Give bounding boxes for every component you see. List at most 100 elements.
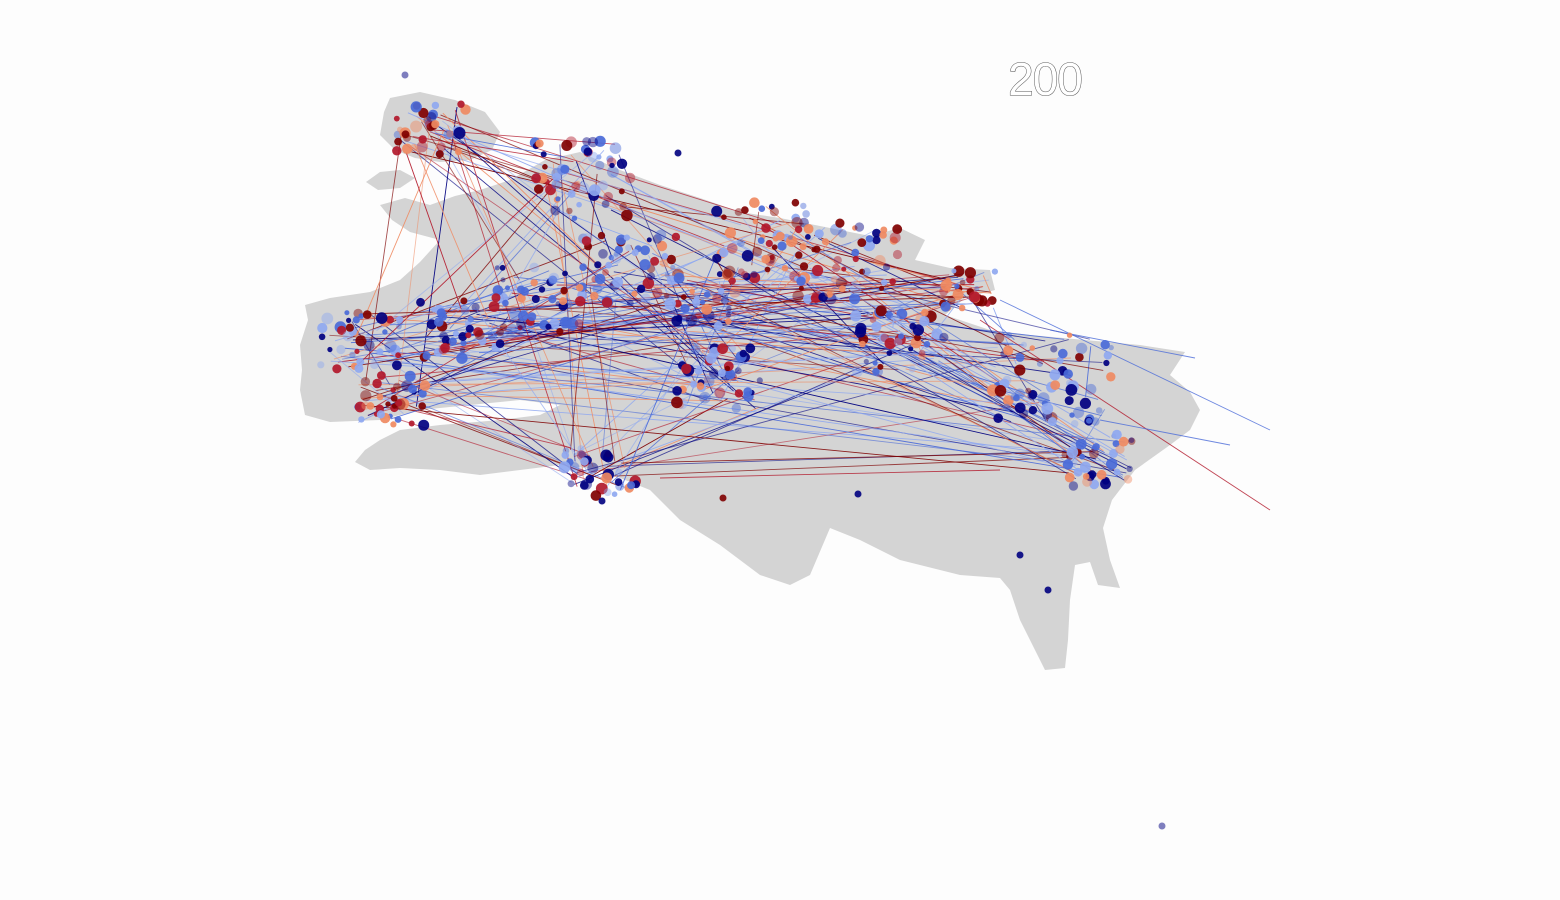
route-line [434, 305, 881, 353]
route-line [756, 241, 852, 274]
site-point [402, 143, 413, 154]
site-point [605, 261, 613, 269]
route-line [329, 334, 899, 371]
site-point [1126, 465, 1133, 472]
site-point [579, 481, 589, 490]
site-point [741, 206, 749, 214]
route-line [916, 299, 961, 357]
site-point [791, 217, 803, 229]
site-point [672, 386, 682, 396]
site-point [336, 344, 346, 355]
route-line [416, 115, 739, 383]
site-point [716, 271, 723, 278]
site-point [702, 394, 709, 400]
site-point [812, 264, 824, 277]
site-point [757, 237, 765, 245]
site-point [455, 148, 462, 156]
site-point [548, 275, 558, 285]
route-line [999, 299, 1271, 431]
site-point [764, 266, 771, 273]
site-point [859, 340, 866, 348]
site-point [1064, 396, 1074, 406]
site-point [694, 366, 703, 375]
site-point [392, 146, 402, 156]
site-point [499, 264, 506, 271]
site-point [652, 234, 662, 244]
site-point [1128, 437, 1136, 445]
site-point [535, 139, 544, 148]
site-point [561, 451, 570, 459]
site-point [851, 248, 860, 257]
site-point [666, 254, 676, 265]
route-line [401, 351, 939, 385]
site-point [775, 231, 785, 241]
site-point [588, 184, 601, 197]
route-line [468, 246, 643, 343]
site-point [576, 284, 584, 292]
site-point [394, 416, 402, 423]
site-point [567, 480, 575, 488]
site-point [863, 358, 869, 365]
site-point [615, 234, 627, 245]
site-point [724, 365, 731, 372]
route-line [979, 319, 1271, 511]
site-point [680, 294, 687, 300]
route-line [576, 339, 1069, 474]
site-point [1066, 446, 1079, 459]
route-line [414, 144, 489, 319]
route-line [357, 129, 445, 333]
site-point [714, 387, 726, 399]
route-line [809, 267, 1125, 457]
site-point [396, 316, 404, 324]
site-point [1029, 345, 1036, 351]
site-point [560, 286, 568, 295]
site-point [358, 416, 365, 423]
site-point [500, 277, 506, 283]
site-point [1064, 472, 1075, 483]
site-point [612, 276, 624, 288]
site-point [384, 340, 397, 353]
site-point [849, 293, 861, 305]
site-point [1058, 348, 1068, 359]
route-line [340, 355, 1125, 443]
site-point [530, 279, 538, 287]
site-point [457, 100, 465, 108]
site-point [1068, 481, 1079, 491]
site-point [502, 299, 509, 307]
site-point [360, 390, 372, 402]
site-point [731, 403, 741, 413]
site-point [1091, 417, 1100, 426]
site-point [805, 234, 811, 240]
site-point [382, 329, 388, 335]
route-line [570, 318, 691, 380]
site-point [722, 299, 728, 305]
site-point [587, 136, 599, 148]
site-point [728, 344, 736, 353]
site-point [1073, 406, 1085, 418]
site-point [752, 246, 763, 257]
site-point [699, 299, 706, 305]
site-point [518, 310, 529, 322]
site-point [577, 182, 590, 194]
site-point [580, 457, 589, 466]
site-point [1044, 586, 1052, 594]
site-point [531, 295, 540, 303]
site-point [579, 263, 587, 272]
site-point [717, 343, 728, 355]
site-point [393, 115, 400, 122]
route-line [373, 357, 1106, 463]
site-point [410, 120, 423, 133]
site-point [892, 249, 903, 260]
site-point [712, 294, 722, 304]
route-line [367, 316, 935, 357]
site-point [361, 401, 370, 410]
site-point [727, 243, 738, 254]
site-point [542, 164, 548, 170]
route-line [913, 349, 1125, 481]
site-point [1106, 372, 1116, 382]
site-point [1013, 394, 1020, 402]
site-point [410, 101, 422, 113]
site-point [422, 351, 431, 360]
